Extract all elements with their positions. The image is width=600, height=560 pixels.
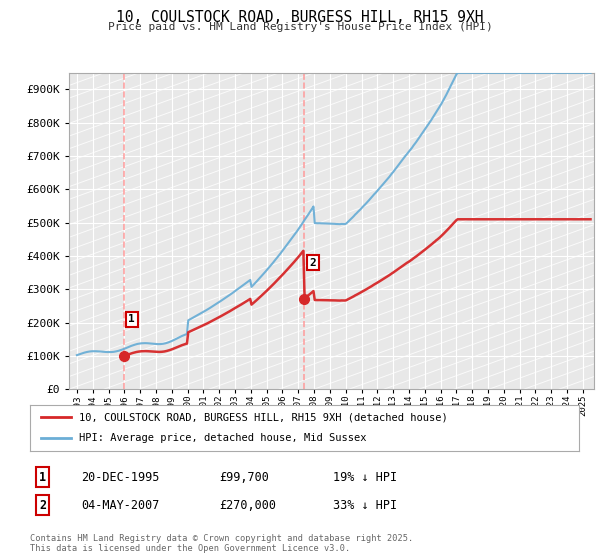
Text: 20-DEC-1995: 20-DEC-1995: [81, 470, 160, 484]
Text: 10, COULSTOCK ROAD, BURGESS HILL, RH15 9XH: 10, COULSTOCK ROAD, BURGESS HILL, RH15 9…: [116, 10, 484, 25]
Text: 2: 2: [310, 258, 317, 268]
Text: Price paid vs. HM Land Registry's House Price Index (HPI): Price paid vs. HM Land Registry's House …: [107, 22, 493, 32]
Text: £270,000: £270,000: [219, 498, 276, 512]
Text: 10, COULSTOCK ROAD, BURGESS HILL, RH15 9XH (detached house): 10, COULSTOCK ROAD, BURGESS HILL, RH15 9…: [79, 412, 448, 422]
Text: 2: 2: [39, 498, 46, 512]
Text: Contains HM Land Registry data © Crown copyright and database right 2025.
This d: Contains HM Land Registry data © Crown c…: [30, 534, 413, 553]
Text: 04-MAY-2007: 04-MAY-2007: [81, 498, 160, 512]
Text: HPI: Average price, detached house, Mid Sussex: HPI: Average price, detached house, Mid …: [79, 433, 367, 444]
Text: 1: 1: [128, 314, 135, 324]
Text: £99,700: £99,700: [219, 470, 269, 484]
Text: 1: 1: [39, 470, 46, 484]
Text: 19% ↓ HPI: 19% ↓ HPI: [333, 470, 397, 484]
Text: 33% ↓ HPI: 33% ↓ HPI: [333, 498, 397, 512]
